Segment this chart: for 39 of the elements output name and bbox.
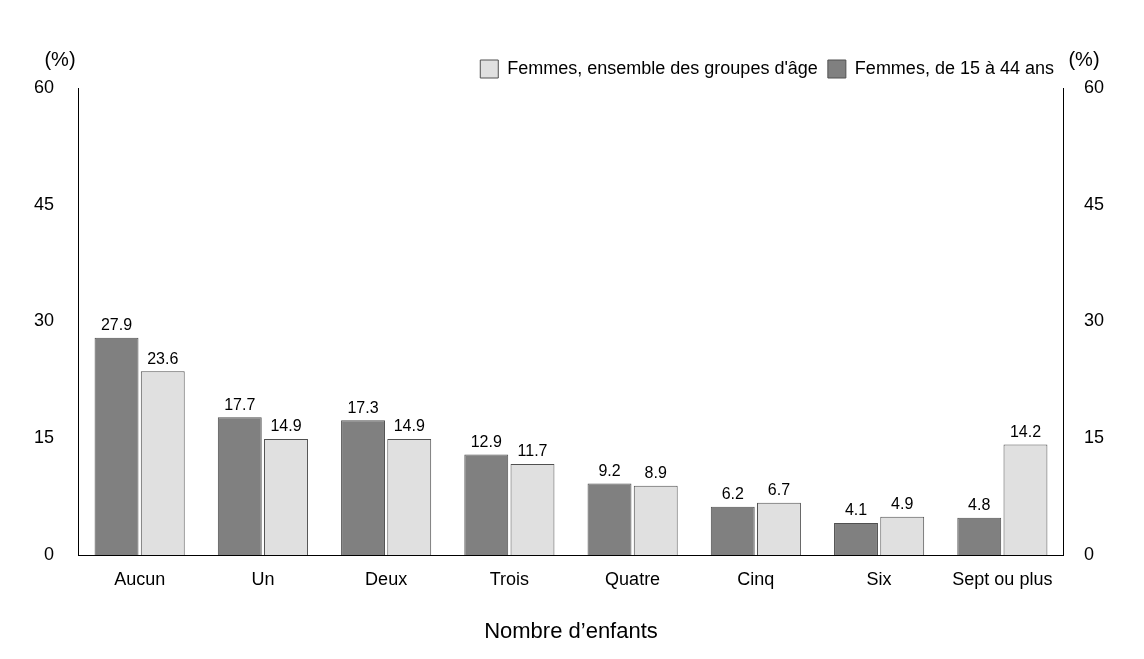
legend-label: Femmes, ensemble des groupes d'âge: [507, 57, 818, 78]
y2-tick-label: 15: [1083, 427, 1105, 448]
data-label: 27.9: [100, 316, 133, 334]
data-label: 9.2: [598, 461, 621, 479]
y-tick-label: 60: [33, 76, 55, 97]
data-label: 12.9: [470, 433, 502, 450]
y-tick-label: 30: [33, 310, 55, 331]
data-label: 17.3: [347, 398, 379, 416]
data-label: 14.2: [1009, 422, 1042, 440]
y2-tick-label: 60: [1083, 76, 1105, 97]
data-label: 6.7: [767, 481, 791, 499]
x-tick-label: Aucun: [114, 568, 166, 589]
data-label: 8.9: [644, 464, 667, 482]
data-label: 4.1: [844, 501, 868, 519]
y2-tick-label: 45: [1083, 193, 1105, 214]
y-tick-label: 15: [33, 427, 55, 448]
x-tick-label: Deux: [365, 568, 408, 589]
data-label: 23.6: [147, 349, 179, 367]
x-tick-label: Sept ou plus: [952, 568, 1053, 589]
data-label: 14.9: [393, 417, 425, 435]
y2-tick-label: 30: [1083, 310, 1105, 331]
y-tick-label: 0: [44, 543, 55, 564]
data-label: 6.2: [721, 485, 744, 503]
y-tick-label: 45: [33, 193, 55, 214]
data-label: 14.9: [270, 417, 302, 435]
y2-axis-title: (%): [1068, 47, 1100, 70]
data-label: 11.7: [517, 442, 548, 460]
data-label: 4.9: [891, 495, 914, 513]
x-tick-label: Cinq: [737, 568, 775, 589]
y-axis-title: (%): [44, 47, 76, 70]
y2-tick-label: 0: [1083, 543, 1094, 564]
data-label: 17.7: [224, 395, 256, 413]
x-tick-label: Quatre: [605, 568, 661, 589]
legend-label: Femmes, de 15 à 44 ans: [854, 57, 1054, 78]
x-tick-label: Un: [251, 568, 275, 589]
data-label: 4.8: [968, 496, 991, 514]
x-tick-label: Trois: [489, 568, 530, 589]
x-axis-title: Nombre d’enfants: [484, 617, 658, 643]
x-tick-label: Six: [866, 568, 892, 589]
